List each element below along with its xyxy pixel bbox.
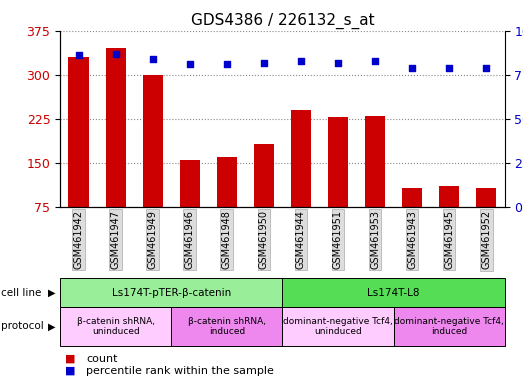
Text: dominant-negative Tcf4,
uninduced: dominant-negative Tcf4, uninduced bbox=[283, 317, 393, 336]
Title: GDS4386 / 226132_s_at: GDS4386 / 226132_s_at bbox=[190, 13, 374, 29]
Text: dominant-negative Tcf4,
induced: dominant-negative Tcf4, induced bbox=[394, 317, 504, 336]
Point bbox=[260, 60, 268, 66]
Bar bbox=[179, 160, 200, 252]
Bar bbox=[254, 144, 274, 252]
Bar bbox=[106, 48, 126, 252]
Bar bbox=[402, 188, 422, 252]
Bar bbox=[143, 75, 163, 252]
Point bbox=[74, 52, 83, 58]
Point bbox=[186, 61, 194, 67]
Text: cell line: cell line bbox=[1, 288, 41, 298]
Text: ▶: ▶ bbox=[48, 288, 55, 298]
Text: Ls174T-pTER-β-catenin: Ls174T-pTER-β-catenin bbox=[111, 288, 231, 298]
Point bbox=[371, 58, 379, 64]
Bar bbox=[439, 185, 459, 252]
Text: β-catenin shRNA,
uninduced: β-catenin shRNA, uninduced bbox=[77, 317, 155, 336]
Point bbox=[445, 65, 453, 71]
Point bbox=[223, 61, 231, 67]
Text: ■: ■ bbox=[65, 366, 76, 376]
Point bbox=[334, 60, 342, 66]
Bar bbox=[328, 117, 348, 252]
Text: β-catenin shRNA,
induced: β-catenin shRNA, induced bbox=[188, 317, 266, 336]
Point bbox=[482, 65, 491, 71]
Text: ▶: ▶ bbox=[48, 321, 55, 331]
Point bbox=[149, 56, 157, 62]
Text: ■: ■ bbox=[65, 354, 76, 364]
Bar bbox=[217, 157, 237, 252]
Bar bbox=[291, 110, 311, 252]
Bar bbox=[476, 188, 496, 252]
Text: count: count bbox=[86, 354, 118, 364]
Point bbox=[408, 65, 416, 71]
Text: protocol: protocol bbox=[1, 321, 44, 331]
Text: Ls174T-L8: Ls174T-L8 bbox=[367, 288, 420, 298]
Bar bbox=[365, 116, 385, 252]
Text: percentile rank within the sample: percentile rank within the sample bbox=[86, 366, 274, 376]
Point bbox=[111, 51, 120, 57]
Bar bbox=[69, 57, 89, 252]
Point bbox=[297, 58, 305, 64]
